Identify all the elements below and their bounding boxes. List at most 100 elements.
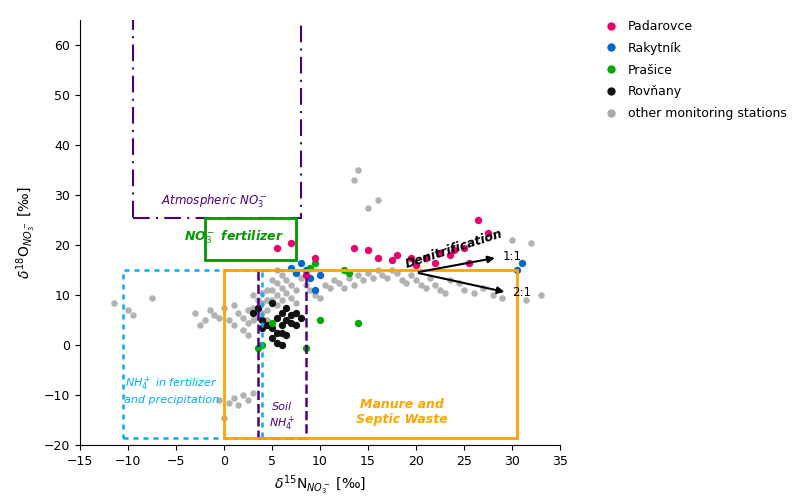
Point — [275, 321, 288, 329]
Point — [285, 264, 298, 272]
Point — [405, 254, 418, 262]
Point — [270, 301, 283, 309]
Point — [266, 286, 278, 294]
Point — [304, 264, 317, 272]
Point — [338, 284, 350, 292]
Text: NO$_3^-$ fertilizer: NO$_3^-$ fertilizer — [183, 229, 284, 246]
Point — [467, 288, 480, 296]
Point — [251, 306, 264, 314]
Bar — [224, 270, 517, 438]
Point — [242, 396, 254, 404]
Point — [227, 394, 240, 402]
Point — [376, 271, 389, 279]
Point — [275, 271, 288, 279]
Point — [453, 278, 466, 286]
Point — [525, 238, 538, 246]
Text: NH$_4^+$ in fertilizer
and precipitation: NH$_4^+$ in fertilizer and precipitation — [124, 375, 218, 405]
Point — [266, 296, 278, 304]
Point — [280, 316, 293, 324]
Point — [462, 258, 475, 266]
Point — [362, 246, 374, 254]
Point — [280, 331, 293, 339]
X-axis label: $\delta^{15}$N$_{NO_3^-}$ [‰]: $\delta^{15}$N$_{NO_3^-}$ [‰] — [274, 474, 366, 497]
Point — [314, 316, 326, 324]
Point — [275, 328, 288, 336]
Point — [366, 274, 379, 281]
Point — [237, 391, 250, 399]
Bar — [123, 270, 262, 438]
Point — [352, 166, 365, 174]
Point — [270, 266, 283, 274]
Point — [285, 318, 298, 326]
Text: 1:1: 1:1 — [502, 250, 522, 262]
Bar — [205, 218, 296, 260]
Point — [266, 334, 278, 342]
Point — [290, 308, 302, 316]
Point — [270, 314, 283, 322]
Point — [323, 284, 336, 292]
Point — [294, 258, 307, 266]
Point — [266, 318, 278, 326]
Point — [309, 286, 322, 294]
Bar — [133, 18, 301, 218]
Text: Atmospheric NO$_3^-$: Atmospheric NO$_3^-$ — [162, 192, 267, 210]
Point — [390, 251, 403, 259]
Point — [362, 204, 374, 212]
Point — [270, 338, 283, 346]
Point — [146, 294, 158, 302]
Point — [352, 318, 365, 326]
Point — [227, 321, 240, 329]
Point — [362, 268, 374, 276]
Text: Manure and
Septic Waste: Manure and Septic Waste — [356, 398, 447, 426]
Point — [251, 296, 264, 304]
Point — [443, 251, 456, 259]
Point — [458, 244, 470, 252]
Point — [261, 296, 274, 304]
Point — [275, 284, 288, 292]
Point — [208, 311, 221, 319]
Point — [429, 281, 442, 289]
Point — [333, 278, 346, 286]
Point — [309, 291, 322, 299]
Point — [261, 316, 274, 324]
Point — [107, 298, 120, 306]
Point — [256, 298, 269, 306]
Point — [203, 306, 216, 314]
Point — [419, 254, 432, 262]
Point — [237, 314, 250, 322]
Point — [222, 398, 235, 406]
Point — [434, 248, 446, 256]
Point — [290, 286, 302, 294]
Point — [371, 196, 384, 204]
Point — [510, 266, 523, 274]
Point — [304, 286, 317, 294]
Point — [213, 314, 226, 322]
Point — [443, 276, 456, 284]
Point — [256, 308, 269, 316]
Point — [242, 306, 254, 314]
Point — [275, 341, 288, 349]
Point — [371, 266, 384, 274]
Point — [213, 396, 226, 404]
Point — [438, 288, 451, 296]
Point — [285, 294, 298, 302]
Point — [448, 246, 461, 254]
Point — [122, 306, 134, 314]
Point — [309, 258, 322, 266]
Point — [189, 308, 202, 316]
Point — [347, 281, 360, 289]
Point — [410, 276, 422, 284]
Point — [242, 318, 254, 326]
Point — [227, 301, 240, 309]
Point — [246, 291, 259, 299]
Point — [270, 291, 283, 299]
Point — [256, 316, 269, 324]
Point — [534, 291, 547, 299]
Point — [299, 266, 312, 274]
Text: Denitrification: Denitrification — [404, 227, 505, 271]
Point — [414, 281, 427, 289]
Point — [299, 344, 312, 351]
Point — [251, 304, 264, 312]
Point — [390, 268, 403, 276]
Point — [290, 321, 302, 329]
